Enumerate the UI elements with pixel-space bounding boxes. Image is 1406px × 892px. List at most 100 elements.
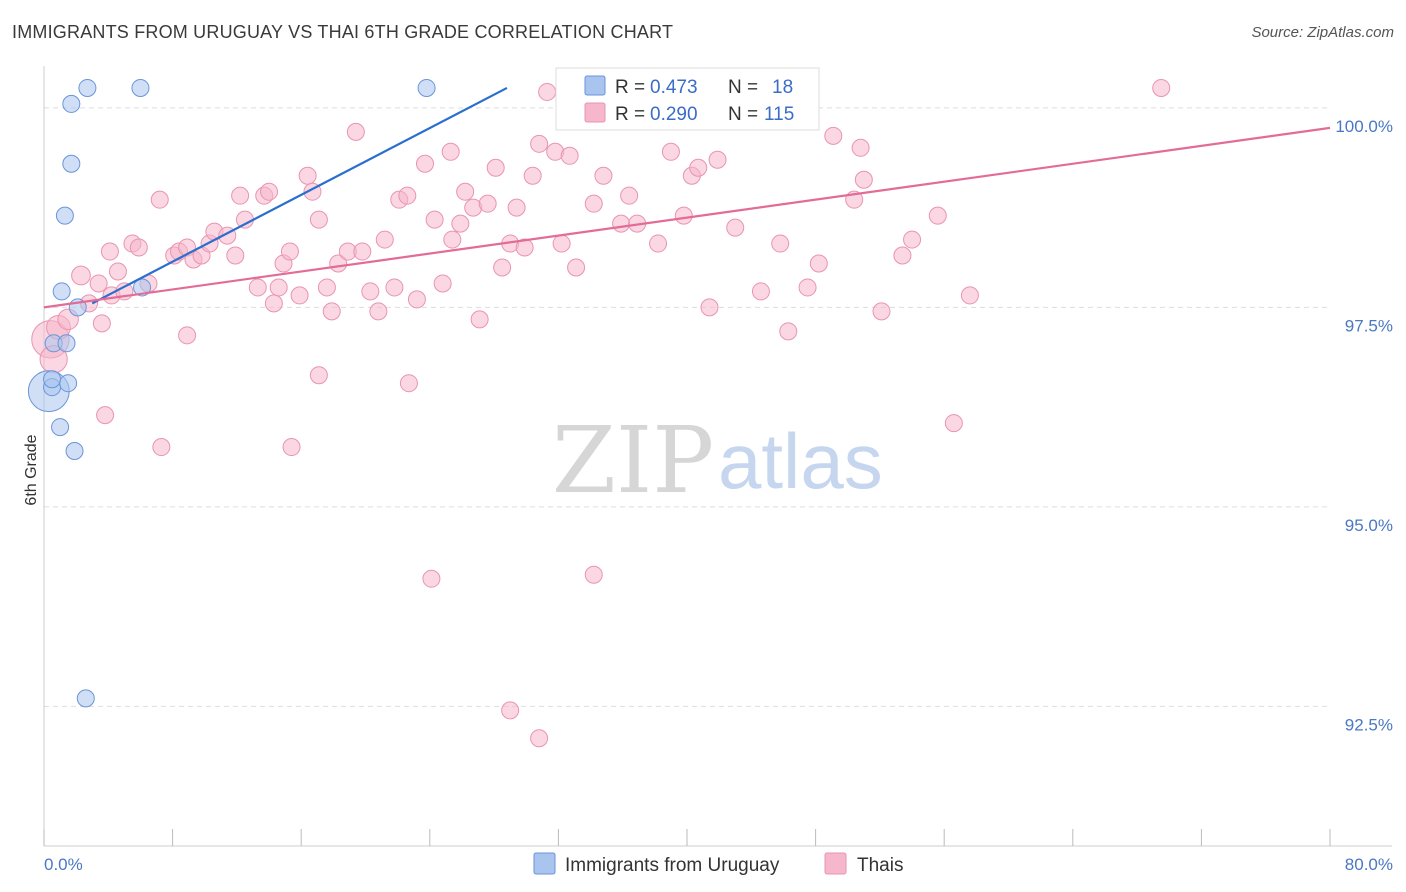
thai-point (235, 210, 254, 229)
thai-point (584, 565, 603, 584)
uruguay-point (417, 78, 436, 97)
thai-point (872, 302, 891, 321)
legend-uruguay-swatch (533, 852, 556, 875)
thai-point (309, 210, 328, 229)
uruguay-point (52, 282, 71, 301)
thai-point (375, 230, 394, 249)
thai-point (178, 326, 197, 345)
thai-point (470, 310, 489, 329)
thai-point (231, 186, 250, 205)
thai-point (661, 142, 680, 161)
thai-point (282, 438, 301, 457)
thai-point (960, 286, 979, 305)
thai-point (809, 254, 828, 273)
thai-point (674, 206, 693, 225)
thai-point (493, 258, 512, 277)
thai-point (726, 218, 745, 237)
thai-point (269, 278, 288, 297)
thai-point (248, 278, 267, 297)
uruguay-n-label: N = (728, 77, 758, 98)
thai-point (751, 282, 770, 301)
thai-point (567, 258, 586, 277)
x-tick-label: 80.0% (1345, 855, 1393, 874)
legend-thais-label: Thais (857, 855, 903, 876)
thai-point (851, 138, 870, 157)
thai-point (369, 302, 388, 321)
y-tick-label: 95.0% (1345, 516, 1393, 535)
legend-thais-swatch (824, 852, 847, 875)
chart-title: IMMIGRANTS FROM URUGUAY VS THAI 6TH GRAD… (12, 22, 674, 42)
thai-point (854, 170, 873, 189)
y-axis-label: 6th Grade (23, 434, 40, 505)
thai-point (893, 246, 912, 265)
thai-point (456, 182, 475, 201)
thai-point (584, 194, 603, 213)
uruguay-point (43, 370, 62, 389)
thai-point (298, 166, 317, 185)
y-tick-labels: 92.5% 95.0% 97.5% 100.0% (1335, 117, 1393, 734)
uruguay-point (51, 418, 70, 437)
uruguay-point (62, 94, 81, 113)
uruguay-point (59, 374, 78, 393)
thai-point (515, 238, 534, 257)
thai-point (385, 278, 404, 297)
uruguay-point (62, 154, 81, 173)
thai-point (594, 166, 613, 185)
uruguay-point (76, 689, 95, 708)
uruguay-swatch (584, 75, 606, 96)
uruguay-n-value: 18 (772, 77, 793, 98)
thai-point (152, 438, 171, 457)
series-thais (31, 78, 1171, 748)
uruguay-trend-line (91, 86, 508, 305)
thai-swatch (584, 102, 606, 123)
thai-point (779, 322, 798, 341)
thai-point (415, 154, 434, 173)
thai-r-label: R = (615, 104, 645, 125)
thai-point (560, 146, 579, 165)
thai-point (530, 729, 549, 748)
thai-point (771, 234, 790, 253)
thai-point (903, 230, 922, 249)
thai-point (944, 414, 963, 433)
thai-point (280, 242, 299, 261)
thai-point (507, 198, 526, 217)
thai-point (260, 182, 279, 201)
uruguay-point (133, 278, 152, 297)
series-uruguay (27, 78, 436, 708)
y-tick-label: 100.0% (1335, 117, 1393, 136)
thai-point (361, 282, 380, 301)
watermark: ZIP atlas (552, 407, 883, 514)
thai-point (92, 314, 111, 333)
thai-point (317, 278, 336, 297)
thai-n-label: N = (728, 104, 758, 125)
thai-point (700, 298, 719, 317)
thai-point (407, 290, 426, 309)
uruguay-r-label: R = (615, 77, 645, 98)
trend-lines (43, 86, 1331, 309)
thai-point (353, 242, 372, 261)
thai-point (71, 265, 91, 286)
thai-point (100, 242, 119, 261)
uruguay-point (55, 206, 74, 225)
y-tick-label: 92.5% (1345, 715, 1393, 734)
thai-point (290, 286, 309, 305)
watermark-atlas: atlas (718, 417, 883, 505)
thai-point (708, 150, 727, 169)
thai-point (346, 122, 365, 141)
thai-point (150, 190, 169, 209)
chart-source: Source: ZipAtlas.com (1251, 24, 1394, 41)
thai-point (552, 234, 571, 253)
thai-point (399, 374, 418, 393)
thai-point (398, 186, 417, 205)
thai-point (538, 82, 557, 101)
legend-uruguay-label: Immigrants from Uruguay (565, 855, 780, 876)
thai-point (478, 194, 497, 213)
thai-point (443, 230, 462, 249)
stats-legend: R = 0.473 N = 18 R = 0.290 N = 115 (555, 67, 820, 131)
thai-point (824, 126, 843, 145)
thai-point (530, 134, 549, 153)
thai-point (928, 206, 947, 225)
thai-point (441, 142, 460, 161)
thai-r-value: 0.290 (650, 104, 698, 125)
